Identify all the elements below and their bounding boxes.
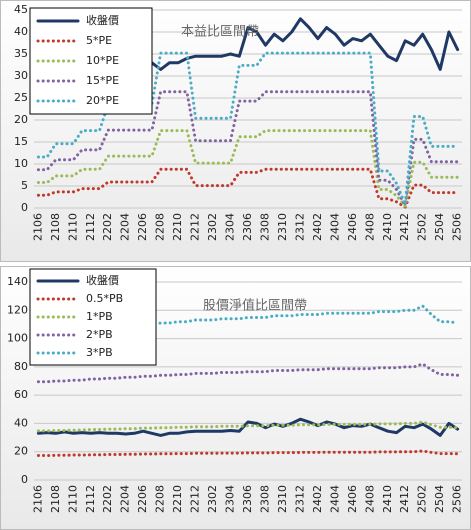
legend-label: 10*PE: [86, 54, 119, 67]
x-tick-label: 2310: [276, 485, 289, 513]
x-tick-label: 2202: [101, 213, 114, 241]
x-tick-label: 2204: [119, 213, 132, 241]
y-tick-label: 30: [14, 69, 28, 82]
series-line: [36, 167, 460, 209]
x-tick-label: 2502: [416, 485, 429, 513]
x-tick-label: 2504: [433, 213, 446, 241]
chart-title: 本益比區間帶: [181, 25, 259, 40]
x-tick-label: 2108: [49, 485, 62, 513]
x-tick-label: 2204: [119, 485, 132, 513]
x-tick-label: 2502: [416, 213, 429, 241]
y-tick-label: 20: [14, 445, 28, 458]
x-tick-label: 2404: [328, 485, 341, 513]
legend-label: 5*PE: [86, 34, 112, 47]
x-tick-label: 2406: [346, 213, 359, 241]
series-line: [36, 129, 460, 208]
y-tick-label: 15: [14, 135, 28, 148]
x-tick-label: 2108: [49, 213, 62, 241]
x-tick-label: 2302: [206, 213, 219, 241]
x-tick-label: 2112: [84, 213, 97, 241]
x-tick-label: 2106: [31, 213, 44, 241]
x-tick-label: 2402: [311, 213, 324, 241]
legend-box: [29, 7, 153, 115]
x-tick-label: 2312: [293, 213, 306, 241]
legend-label: 0.5*PB: [86, 292, 123, 305]
y-tick-label: 20: [14, 113, 28, 126]
y-tick-label: 45: [14, 3, 28, 16]
legend-label: 20*PE: [86, 94, 119, 107]
y-tick-label: 40: [14, 416, 28, 429]
y-tick-label: 120: [7, 303, 28, 316]
x-tick-label: 2312: [293, 485, 306, 513]
y-tick-label: 140: [7, 275, 28, 288]
y-tick-label: 10: [14, 157, 28, 170]
x-tick-label: 2208: [154, 485, 167, 513]
legend-label: 1*PB: [86, 310, 113, 323]
series-line: [36, 449, 460, 457]
x-tick-label: 2208: [154, 213, 167, 241]
x-tick-label: 2210: [171, 213, 184, 241]
series-line: [36, 417, 460, 437]
x-tick-label: 2504: [433, 485, 446, 513]
x-tick-label: 2304: [224, 213, 237, 241]
x-tick-label: 2408: [363, 485, 376, 513]
legend-box: [29, 268, 157, 366]
x-tick-label: 2212: [189, 485, 202, 513]
legend-label: 收盤價: [86, 13, 119, 27]
x-tick-label: 2410: [381, 213, 394, 241]
legend-label: 收盤價: [86, 273, 119, 287]
y-tick-label: 40: [14, 25, 28, 38]
legend-label: 2*PB: [86, 328, 113, 341]
series-line: [36, 90, 460, 207]
x-tick-label: 2402: [311, 485, 324, 513]
x-tick-label: 2110: [66, 485, 79, 513]
x-tick-label: 2410: [381, 485, 394, 513]
series-line: [36, 420, 460, 433]
chart-title: 股價淨值比區間帶: [203, 298, 307, 314]
x-tick-label: 2210: [171, 485, 184, 513]
x-tick-label: 2202: [101, 485, 114, 513]
y-tick-label: 35: [14, 47, 28, 60]
y-tick-label: 60: [14, 388, 28, 401]
x-tick-label: 2310: [276, 213, 289, 241]
x-tick-label: 2106: [31, 485, 44, 513]
y-tick-label: 5: [21, 179, 28, 192]
x-tick-label: 2412: [398, 485, 411, 513]
x-tick-label: 2302: [206, 485, 219, 513]
y-tick-label: 80: [14, 360, 28, 373]
x-tick-label: 2404: [328, 213, 341, 241]
legend-label: 15*PE: [86, 74, 119, 87]
x-tick-label: 2306: [241, 485, 254, 513]
x-tick-label: 2408: [363, 213, 376, 241]
x-tick-label: 2110: [66, 213, 79, 241]
x-tick-label: 2306: [241, 213, 254, 241]
series-line: [36, 362, 460, 384]
x-tick-label: 2112: [84, 485, 97, 513]
x-tick-label: 2308: [258, 213, 271, 241]
y-tick-label: 100: [7, 332, 28, 345]
x-tick-label: 2212: [189, 213, 202, 241]
y-tick-label: 0: [21, 473, 28, 486]
x-tick-label: 2406: [346, 485, 359, 513]
x-tick-label: 2506: [451, 213, 464, 241]
legend-label: 3*PB: [86, 346, 113, 359]
y-tick-label: 25: [14, 91, 28, 104]
x-tick-label: 2304: [224, 485, 237, 513]
x-tick-label: 2206: [136, 485, 149, 513]
x-tick-label: 2506: [451, 485, 464, 513]
y-tick-label: 0: [21, 201, 28, 214]
x-tick-label: 2412: [398, 213, 411, 241]
x-tick-label: 2206: [136, 213, 149, 241]
x-tick-label: 2308: [258, 485, 271, 513]
